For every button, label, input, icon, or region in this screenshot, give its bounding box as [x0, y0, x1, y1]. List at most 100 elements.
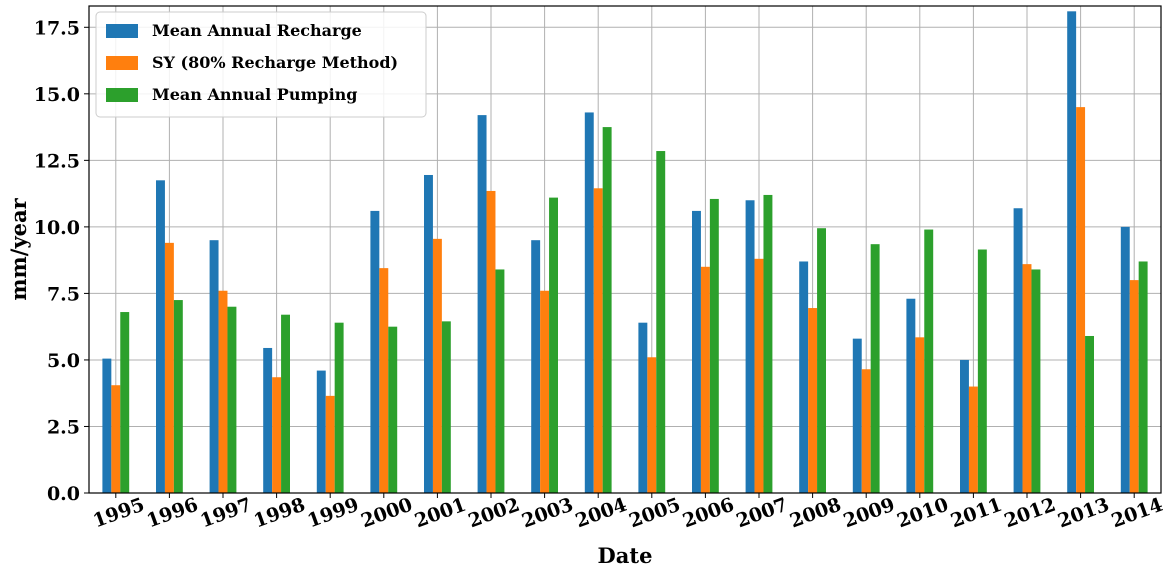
bar-mean-annual-recharge-2002	[477, 115, 487, 494]
bar-sy-80-recharge-method-1995	[111, 385, 121, 493]
legend-label: SY (80% Recharge Method)	[152, 53, 398, 72]
x-tick-label: 1995	[90, 494, 147, 533]
bar-mean-annual-recharge-2014	[1120, 226, 1130, 494]
y-tick-label: 5.0	[47, 350, 80, 372]
bar-sy-80-recharge-method-2000	[379, 268, 389, 493]
bar-mean-annual-pumping-2004	[602, 127, 612, 493]
x-tick-label: 2006	[680, 494, 737, 533]
bar-mean-annual-recharge-2003	[531, 240, 541, 493]
bar-mean-annual-recharge-1998	[263, 347, 273, 493]
legend-swatch	[106, 56, 138, 70]
y-tick-label: 7.5	[47, 283, 80, 305]
bar-mean-annual-pumping-2000	[388, 326, 398, 493]
x-tick-label: 1998	[251, 494, 308, 533]
legend-swatch	[106, 88, 138, 102]
x-tick-label: 2010	[894, 494, 951, 533]
bar-mean-annual-pumping-2014	[1138, 261, 1148, 493]
y-tick-label: 2.5	[47, 416, 80, 438]
y-axis-ticks: 0.0 2.5 5.0 7.5 10.0 12.5 15.0 17.5	[34, 17, 89, 505]
bar-sy-80-recharge-method-2014	[1129, 280, 1139, 493]
bar-mean-annual-recharge-2011	[960, 359, 969, 493]
x-tick-label: 2007	[733, 494, 790, 533]
bar-mean-annual-recharge-2005	[638, 322, 648, 493]
x-tick-label: 1996	[144, 494, 201, 533]
plot-area-frame	[88, 5, 1162, 494]
bar-mean-annual-pumping-2013	[1085, 335, 1094, 493]
bar-mean-annual-recharge-1997	[209, 240, 219, 493]
bar-mean-annual-pumping-1996	[173, 300, 183, 493]
x-tick-label: 1999	[305, 494, 362, 533]
x-tick-label: 2012	[1001, 494, 1058, 533]
bar-sy-80-recharge-method-2012	[1022, 264, 1032, 493]
bar-mean-annual-pumping-1998	[281, 314, 290, 493]
y-axis-title: mm/year	[6, 197, 31, 300]
bar-mean-annual-pumping-2009	[870, 244, 880, 493]
bar-mean-annual-recharge-1999	[316, 370, 326, 493]
bar-sy-80-recharge-method-2009	[861, 369, 871, 493]
legend-label: Mean Annual Recharge	[152, 21, 362, 40]
x-tick-label: 2003	[519, 494, 576, 533]
bar-mean-annual-pumping-2010	[924, 229, 934, 493]
legend: Mean Annual Recharge SY (80% Recharge Met…	[95, 11, 427, 118]
x-tick-label: 2014	[1109, 494, 1166, 533]
bar-sy-80-recharge-method-2003	[540, 290, 550, 493]
bar-mean-annual-recharge-2004	[584, 112, 594, 493]
y-tick-label: 17.5	[34, 17, 80, 39]
bar-sy-80-recharge-method-2005	[647, 357, 657, 493]
bar-sy-80-recharge-method-1999	[325, 395, 335, 493]
bar-mean-annual-recharge-2000	[370, 210, 380, 493]
x-tick-label: 2008	[787, 494, 844, 533]
bar-mean-annual-recharge-2013	[1067, 11, 1077, 493]
bar-sy-80-recharge-method-1997	[218, 290, 228, 493]
x-tick-label: 1997	[197, 494, 254, 533]
x-tick-label: 2001	[412, 494, 469, 533]
bar-mean-annual-recharge-2012	[1013, 208, 1023, 493]
bar-mean-annual-pumping-2005	[656, 151, 666, 493]
bar-sy-80-recharge-method-2001	[432, 238, 442, 493]
bar-sy-80-recharge-method-2004	[593, 188, 603, 493]
y-tick-label: 0.0	[47, 483, 80, 505]
legend-label: Mean Annual Pumping	[152, 85, 357, 104]
x-tick-label: 2011	[948, 494, 1005, 533]
x-tick-label: 2000	[358, 494, 415, 533]
bar-mean-annual-recharge-2006	[692, 210, 701, 493]
bar-sy-80-recharge-method-2006	[700, 266, 710, 493]
bar-sy-80-recharge-method-2007	[754, 258, 764, 493]
bar-sy-80-recharge-method-2008	[808, 308, 818, 493]
bar-sy-80-recharge-method-2011	[968, 386, 978, 493]
bar-sy-80-recharge-method-2002	[486, 190, 496, 493]
bar-mean-annual-pumping-2001	[441, 321, 451, 493]
bar-mean-annual-pumping-1997	[227, 306, 237, 493]
bar-sy-80-recharge-method-2010	[915, 337, 925, 493]
bar-mean-annual-recharge-1996	[156, 180, 165, 493]
bar-mean-annual-pumping-2012	[1031, 269, 1041, 493]
x-axis-title: Date	[598, 543, 653, 568]
y-tick-label: 10.0	[34, 217, 80, 239]
x-tick-label: 2002	[465, 494, 522, 533]
bar-mean-annual-recharge-1995	[102, 358, 112, 493]
bar-mean-annual-pumping-1999	[334, 322, 344, 493]
bar-mean-annual-pumping-2007	[763, 194, 773, 493]
bar-mean-annual-pumping-2003	[549, 197, 558, 493]
y-tick-label: 12.5	[34, 150, 80, 172]
y-tick-label: 15.0	[34, 84, 80, 106]
x-tick-label: 2013	[1055, 494, 1112, 533]
bar-mean-annual-recharge-2010	[906, 298, 916, 493]
bar-mean-annual-pumping-2008	[817, 228, 826, 493]
x-tick-label: 2005	[626, 494, 683, 533]
bar-mean-annual-pumping-2006	[709, 198, 719, 493]
x-axis-ticks: 1995199619971998199920002001200220032004…	[90, 493, 1166, 532]
legend-swatch	[106, 24, 138, 38]
bar-sy-80-recharge-method-1996	[164, 242, 174, 493]
bar-mean-annual-recharge-2007	[745, 200, 755, 493]
bar-sy-80-recharge-method-1998	[272, 377, 282, 493]
x-tick-label: 2004	[573, 494, 630, 533]
bar-mean-annual-recharge-2001	[424, 174, 433, 494]
bar-mean-annual-pumping-2002	[495, 269, 505, 493]
bar-mean-annual-pumping-1995	[120, 312, 130, 493]
bar-mean-annual-recharge-2008	[799, 261, 809, 493]
bar-mean-annual-recharge-2009	[852, 338, 862, 493]
legend-box	[95, 11, 427, 118]
bar-sy-80-recharge-method-2013	[1076, 107, 1086, 494]
